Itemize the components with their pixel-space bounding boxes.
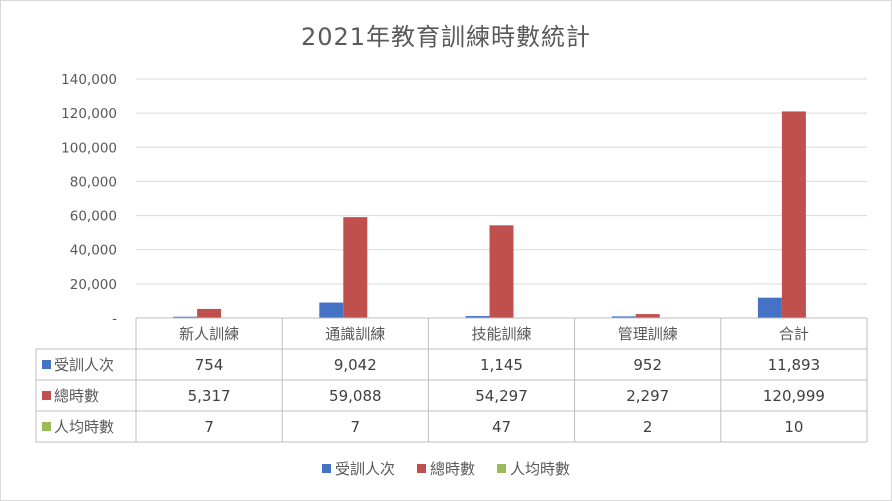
data-label: 47 [492,418,511,436]
data-label: 7 [351,418,361,436]
data-label: 2,297 [626,387,669,405]
category-label: 管理訓練 [618,325,678,343]
y-tick-label: 100,000 [61,140,117,156]
data-label: 9,042 [334,356,377,374]
category-label: 技能訓練 [471,325,531,343]
legend-swatch [497,464,506,473]
data-label: 5,317 [188,387,231,405]
data-label: 1,145 [480,356,523,374]
series-key-1 [42,360,51,369]
data-label: 754 [195,356,224,374]
legend-label: 總時數 [429,460,475,478]
category-label: 合計 [779,325,809,343]
series-row-label: 人均時數 [54,418,114,436]
y-tick-label: 140,000 [61,72,117,88]
series-key-2 [42,391,51,400]
data-label: 54,297 [475,387,528,405]
y-tick-label: 20,000 [70,277,117,293]
series-row-label: 受訓人次 [54,356,114,374]
data-label: 11,893 [768,356,821,374]
y-tick-label: 80,000 [70,174,117,190]
legend-item: 人均時數 [497,458,570,479]
y-tick-label: - [112,311,117,327]
legend-item: 受訓人次 [321,458,395,479]
bar-2-1 [197,308,222,318]
bar-1-3 [465,316,490,318]
data-label: 59,088 [329,387,382,405]
bar-2-5 [781,111,806,318]
data-label: 10 [784,418,803,436]
legend-item: 總時數 [416,458,475,479]
category-label: 通識訓練 [325,325,385,343]
y-tick-label: 40,000 [70,243,117,259]
series-row-label: 總時數 [54,387,99,405]
legend-swatch [321,464,331,473]
data-label: 952 [633,356,662,374]
bar-1-4 [611,316,636,318]
chart-title: 2021年教育訓練時數統計 [300,23,592,51]
y-tick-label: 120,000 [61,106,117,122]
bar-2-4 [635,314,660,318]
bar-2-2 [343,217,368,318]
legend-label: 受訓人次 [334,460,395,478]
bar-1-1 [173,316,198,318]
legend-swatch [416,464,426,473]
bar-2-3 [489,225,514,318]
data-label: 7 [204,418,214,436]
category-label: 新人訓練 [179,325,239,343]
bar-1-2 [319,302,344,318]
chart-legend: 受訓人次 總時數 人均時數 [0,458,892,479]
bar-1-5 [757,297,782,318]
series-key-3 [42,422,51,431]
legend-label: 人均時數 [510,460,571,478]
y-tick-label: 60,000 [70,209,117,225]
data-label: 120,999 [763,387,825,405]
data-label: 2 [643,418,653,436]
